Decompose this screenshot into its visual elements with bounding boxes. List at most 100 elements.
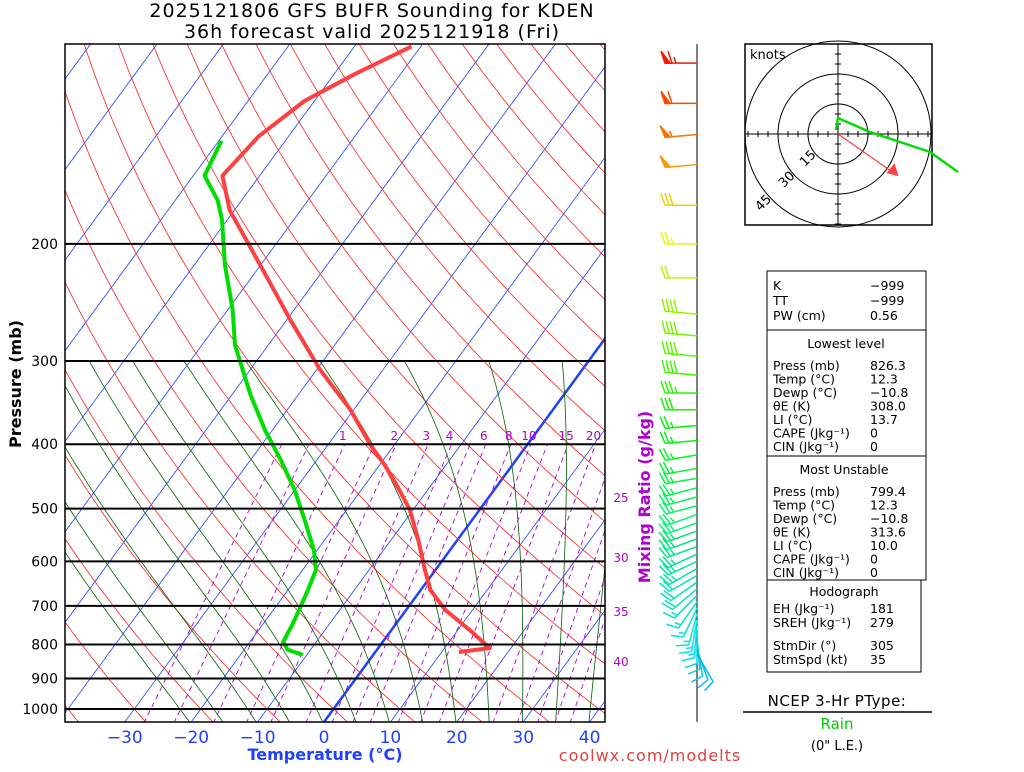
barb-full xyxy=(679,652,692,654)
section-heading: Lowest level xyxy=(807,336,884,351)
index-label: EH (Jkg⁻¹) xyxy=(773,601,835,616)
pressure-tick-label: 800 xyxy=(31,638,58,654)
mixing-ratio-label: 10 xyxy=(521,429,536,443)
mixing-ratio-line xyxy=(174,444,309,723)
section-heading: Most Unstable xyxy=(799,462,888,477)
barb-full xyxy=(674,342,677,354)
wind-barb xyxy=(661,91,697,103)
wind-barb xyxy=(661,582,697,600)
barb-full xyxy=(661,193,665,205)
dry-adiabat xyxy=(153,44,753,724)
mixing-ratio-line xyxy=(213,444,344,723)
barb-half xyxy=(670,507,673,512)
barb-full xyxy=(665,381,669,393)
mixing-ratio-line xyxy=(439,444,548,723)
mixing-ratio-side-label: 40 xyxy=(613,655,628,669)
barb-staff xyxy=(665,441,697,444)
temperature-tick-label: −20 xyxy=(173,728,209,748)
barb-half xyxy=(671,526,675,531)
mixing-ratio-label: Mixing Ratio (g/kg) xyxy=(635,411,654,583)
moist-adiabat xyxy=(52,361,290,723)
barb-half xyxy=(671,560,675,565)
isotherm xyxy=(58,44,556,724)
pressure-tick-label: 900 xyxy=(31,672,58,688)
wind-barb xyxy=(661,51,697,63)
section-heading: Hodograph xyxy=(809,584,878,599)
barb-staff xyxy=(665,311,697,314)
ptype-value: Rain xyxy=(821,715,854,733)
mixing-ratio-label: 1 xyxy=(339,429,347,443)
barb-half xyxy=(671,550,675,555)
barb-half xyxy=(670,453,673,459)
moist-adiabat xyxy=(184,361,390,723)
barb-full xyxy=(665,193,669,205)
y-axis-label: Pressure (mb) xyxy=(6,320,25,448)
dry-adiabat xyxy=(428,44,1024,724)
barb-full xyxy=(674,300,677,312)
temperature-tick-label: 40 xyxy=(579,728,601,748)
wind-barb xyxy=(660,126,697,138)
barb-half xyxy=(671,422,674,428)
mixing-ratio-label: 3 xyxy=(422,429,430,443)
barb-full xyxy=(669,381,673,393)
barb-half xyxy=(671,576,676,580)
index-value: 0 xyxy=(870,565,878,580)
dry-adiabat xyxy=(0,44,416,724)
wind-barb xyxy=(660,575,697,591)
barb-staff xyxy=(665,333,697,336)
ptype-amount: (0" L.E.) xyxy=(811,739,863,754)
barb-full xyxy=(705,681,713,690)
moist-adiabat xyxy=(246,361,423,723)
title-line1: 2025121806 GFS BUFR Sounding for KDEN xyxy=(149,0,594,22)
barb-full xyxy=(670,322,673,334)
index-label: StmSpd (kt) xyxy=(773,652,848,667)
barb-full xyxy=(698,680,708,688)
pressure-tick-label: 600 xyxy=(31,554,58,570)
barb-full xyxy=(662,360,665,372)
wind-barbs xyxy=(659,51,713,691)
wind-barb xyxy=(659,502,697,514)
barb-half xyxy=(686,648,692,649)
mixing-ratio-label: 20 xyxy=(586,429,601,443)
mixing-ratio-line xyxy=(306,444,429,723)
temperature-tick-label: 20 xyxy=(446,728,468,748)
barb-half xyxy=(688,654,694,655)
dewpoint-profile xyxy=(205,141,317,655)
mixing-ratio-label: 2 xyxy=(391,429,399,443)
dry-adiabat xyxy=(0,44,349,724)
isotherm xyxy=(0,44,357,724)
mixing-ratio-label: 8 xyxy=(505,429,513,443)
temperature-tick-label: −30 xyxy=(107,728,143,748)
pressure-tick-label: 300 xyxy=(31,354,58,370)
barb-full xyxy=(666,360,669,372)
barb-half xyxy=(671,518,675,523)
wind-barb xyxy=(661,266,697,278)
pressure-tick-label: 1000 xyxy=(22,702,58,718)
isotherm xyxy=(0,44,224,724)
barb-full xyxy=(670,342,673,354)
index-value: 0 xyxy=(870,439,878,454)
wind-barb xyxy=(660,156,697,168)
x-axis-label: Temperature (°C) xyxy=(247,745,402,764)
barb-full xyxy=(669,398,673,410)
barb-half xyxy=(671,542,675,547)
barb-staff xyxy=(669,569,697,585)
wind-barb xyxy=(659,546,697,557)
barb-full xyxy=(670,300,673,312)
barb-flag xyxy=(660,126,670,138)
wind-barb xyxy=(662,299,697,314)
barb-half xyxy=(671,437,674,443)
wind-barb xyxy=(671,608,697,637)
barb-full xyxy=(661,381,665,393)
wind-barb xyxy=(662,589,697,610)
pressure-tick-label: 500 xyxy=(31,502,58,518)
mixing-ratio-line xyxy=(493,444,596,723)
index-label: PW (cm) xyxy=(773,308,826,323)
barb-half xyxy=(675,623,681,625)
wind-barb xyxy=(659,472,697,484)
title-line2: 36h forecast valid 2025121918 (Fri) xyxy=(184,21,560,43)
